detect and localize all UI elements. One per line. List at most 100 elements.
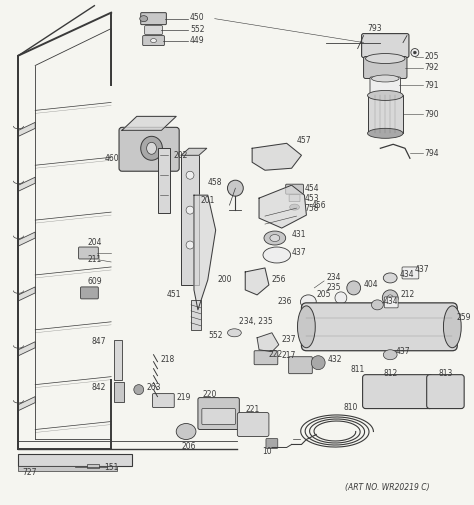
Text: 234: 234 xyxy=(326,273,341,282)
Text: 453: 453 xyxy=(304,193,319,203)
Text: 218: 218 xyxy=(160,355,175,364)
Text: 792: 792 xyxy=(425,63,439,72)
FancyBboxPatch shape xyxy=(141,13,166,25)
Text: 434: 434 xyxy=(383,297,398,307)
FancyBboxPatch shape xyxy=(145,26,163,35)
Text: 552: 552 xyxy=(208,331,223,340)
Text: 222: 222 xyxy=(268,350,283,359)
Bar xyxy=(367,95,403,133)
Text: 552: 552 xyxy=(190,25,204,34)
Circle shape xyxy=(411,48,419,57)
Ellipse shape xyxy=(301,295,316,309)
FancyBboxPatch shape xyxy=(143,35,164,45)
FancyBboxPatch shape xyxy=(289,194,300,201)
Ellipse shape xyxy=(140,16,147,22)
Text: 236: 236 xyxy=(277,297,292,307)
Text: 200: 200 xyxy=(218,275,232,284)
Text: 437: 437 xyxy=(292,247,306,257)
Text: 794: 794 xyxy=(425,149,439,158)
Text: 450: 450 xyxy=(190,13,205,22)
Text: 847: 847 xyxy=(91,337,106,346)
Circle shape xyxy=(347,281,361,295)
Text: 211: 211 xyxy=(88,256,102,265)
Circle shape xyxy=(413,51,416,54)
Text: 812: 812 xyxy=(383,369,397,378)
Bar xyxy=(158,148,170,213)
Circle shape xyxy=(311,356,325,370)
Text: 201: 201 xyxy=(201,195,215,205)
Polygon shape xyxy=(194,195,216,310)
Text: 212: 212 xyxy=(400,290,414,299)
Text: 221: 221 xyxy=(245,405,259,414)
Text: 793: 793 xyxy=(367,24,382,33)
Polygon shape xyxy=(18,342,35,356)
Text: 451: 451 xyxy=(167,290,181,299)
Circle shape xyxy=(186,171,194,179)
Text: 217: 217 xyxy=(282,351,296,360)
Circle shape xyxy=(186,206,194,214)
Ellipse shape xyxy=(270,234,280,241)
Bar xyxy=(18,467,117,471)
FancyBboxPatch shape xyxy=(363,375,433,409)
Text: 235: 235 xyxy=(326,283,341,292)
Circle shape xyxy=(335,292,347,304)
Text: 811: 811 xyxy=(351,365,365,374)
FancyBboxPatch shape xyxy=(79,247,98,259)
Ellipse shape xyxy=(367,90,403,100)
Ellipse shape xyxy=(372,75,399,82)
Polygon shape xyxy=(252,143,301,170)
Text: 434: 434 xyxy=(400,271,415,279)
Text: 449: 449 xyxy=(190,36,205,45)
Bar xyxy=(88,465,100,469)
Circle shape xyxy=(383,290,398,306)
FancyBboxPatch shape xyxy=(202,409,236,425)
Ellipse shape xyxy=(151,38,156,42)
Ellipse shape xyxy=(290,204,300,210)
Ellipse shape xyxy=(176,424,196,439)
Text: 220: 220 xyxy=(203,390,217,399)
Ellipse shape xyxy=(228,329,241,337)
Text: 758: 758 xyxy=(304,204,319,213)
Ellipse shape xyxy=(141,136,163,160)
Text: 842: 842 xyxy=(92,383,106,392)
Polygon shape xyxy=(18,396,35,411)
Polygon shape xyxy=(18,177,35,191)
Circle shape xyxy=(228,180,243,196)
Polygon shape xyxy=(18,232,35,246)
FancyBboxPatch shape xyxy=(153,393,174,408)
Ellipse shape xyxy=(372,300,383,310)
Bar xyxy=(114,340,122,380)
FancyBboxPatch shape xyxy=(384,297,398,308)
FancyBboxPatch shape xyxy=(370,77,401,94)
Text: 791: 791 xyxy=(425,81,439,90)
Ellipse shape xyxy=(444,306,461,348)
FancyBboxPatch shape xyxy=(289,357,312,374)
Text: 206: 206 xyxy=(181,442,196,451)
Text: 458: 458 xyxy=(208,178,223,187)
Text: 205: 205 xyxy=(317,290,331,299)
FancyBboxPatch shape xyxy=(237,413,269,436)
Ellipse shape xyxy=(365,54,405,64)
Text: 460: 460 xyxy=(104,154,119,163)
Text: 205: 205 xyxy=(425,52,439,61)
Text: 256: 256 xyxy=(272,275,286,284)
Text: 204: 204 xyxy=(88,237,102,246)
Text: 457: 457 xyxy=(297,136,311,145)
Text: 454: 454 xyxy=(304,184,319,193)
Circle shape xyxy=(186,241,194,249)
FancyBboxPatch shape xyxy=(81,287,98,299)
Text: 456: 456 xyxy=(311,200,326,210)
Text: 810: 810 xyxy=(344,403,358,412)
Ellipse shape xyxy=(146,142,156,154)
Circle shape xyxy=(134,385,144,394)
FancyBboxPatch shape xyxy=(198,397,239,430)
Text: 10: 10 xyxy=(262,447,272,456)
Text: 151: 151 xyxy=(104,463,118,472)
FancyBboxPatch shape xyxy=(362,34,409,58)
FancyBboxPatch shape xyxy=(119,127,179,171)
Polygon shape xyxy=(259,185,306,228)
Circle shape xyxy=(387,295,393,301)
Text: 219: 219 xyxy=(176,393,191,402)
Polygon shape xyxy=(181,148,207,155)
Polygon shape xyxy=(257,333,279,351)
